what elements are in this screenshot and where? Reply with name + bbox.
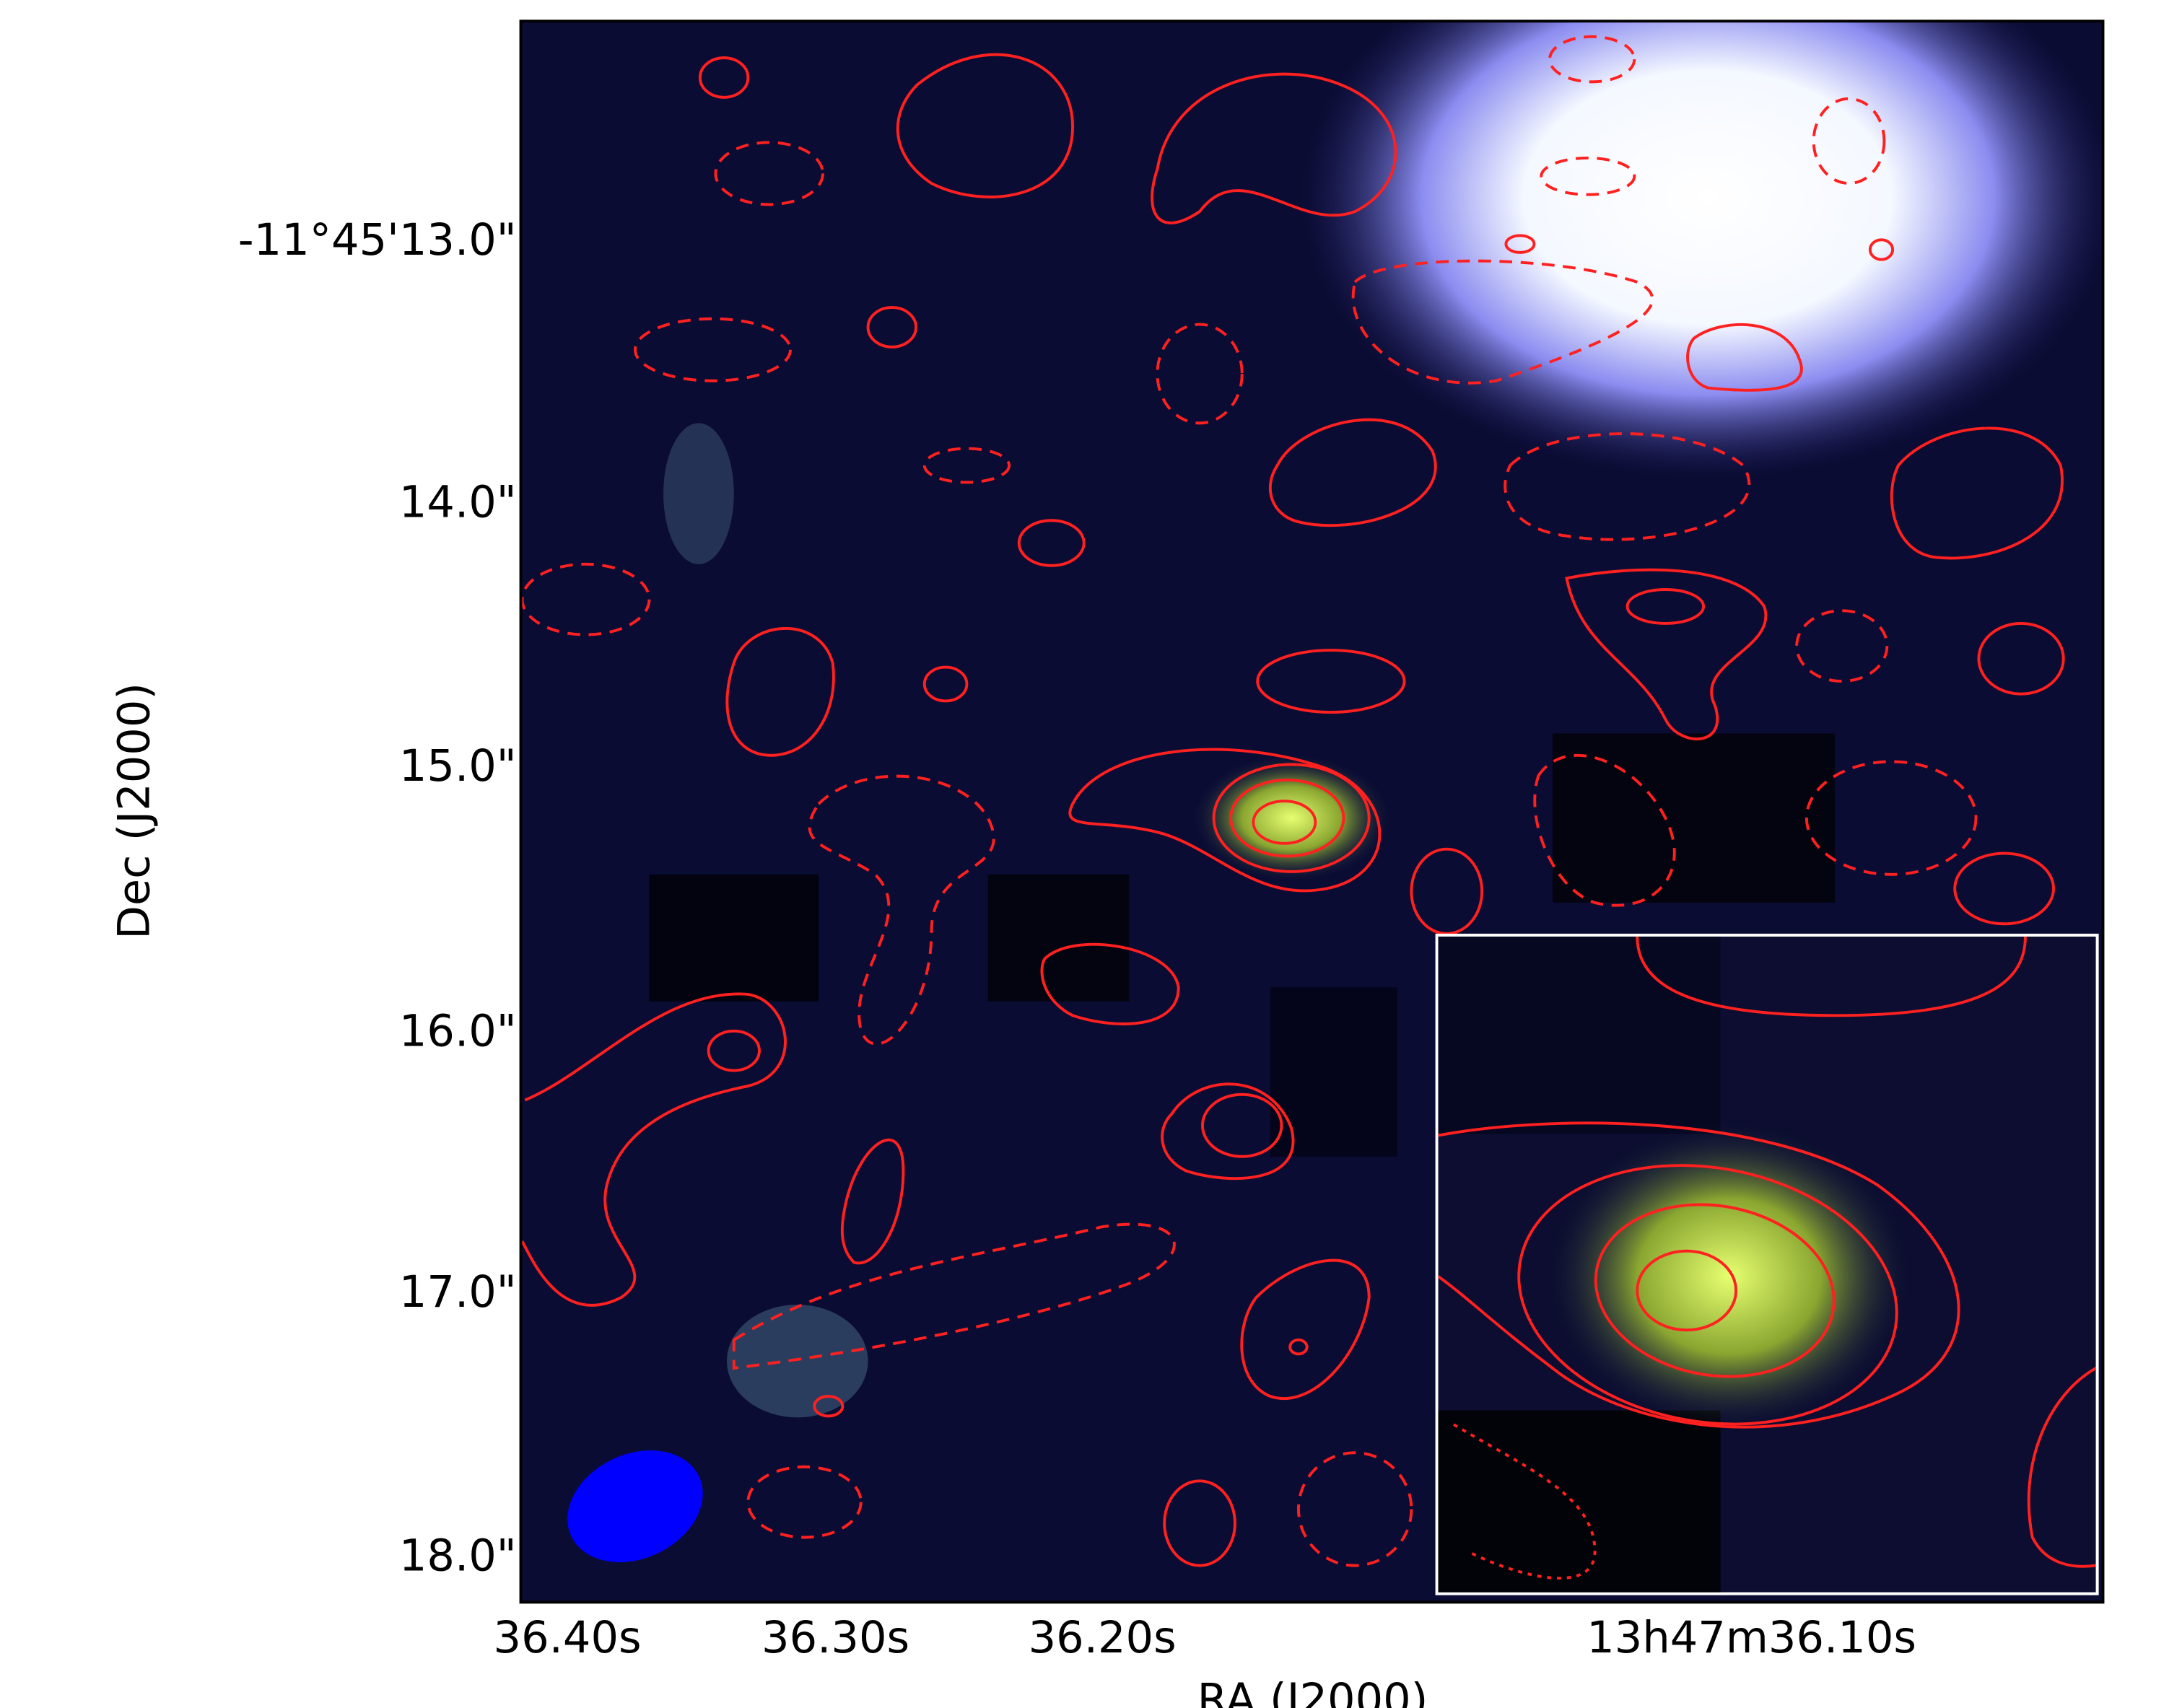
plot-frame [519, 19, 2105, 1604]
x-tick-label: 36.30s [761, 1613, 909, 1663]
y-tick-label: 15.0" [399, 741, 517, 792]
image [520, 21, 2103, 1603]
x-tick-label: 36.20s [1029, 1613, 1177, 1663]
x-tick-label: 13h47m36.10s [1587, 1613, 1916, 1663]
x-axis-label: RA (J2000) [1197, 1675, 1428, 1708]
y-tick-label: 18.0" [399, 1530, 517, 1581]
y-tick-label: -11°45'13.0" [238, 215, 517, 266]
y-tick-label: 14.0" [399, 477, 517, 527]
y-axis-label: Dec (J2000) [109, 683, 160, 940]
beam [567, 1450, 703, 1562]
y-tick-label: 16.0" [399, 1006, 517, 1056]
y-tick-label: 17.0" [399, 1267, 517, 1318]
inset [1435, 933, 2099, 1595]
x-tick-label: 36.40s [494, 1613, 642, 1663]
